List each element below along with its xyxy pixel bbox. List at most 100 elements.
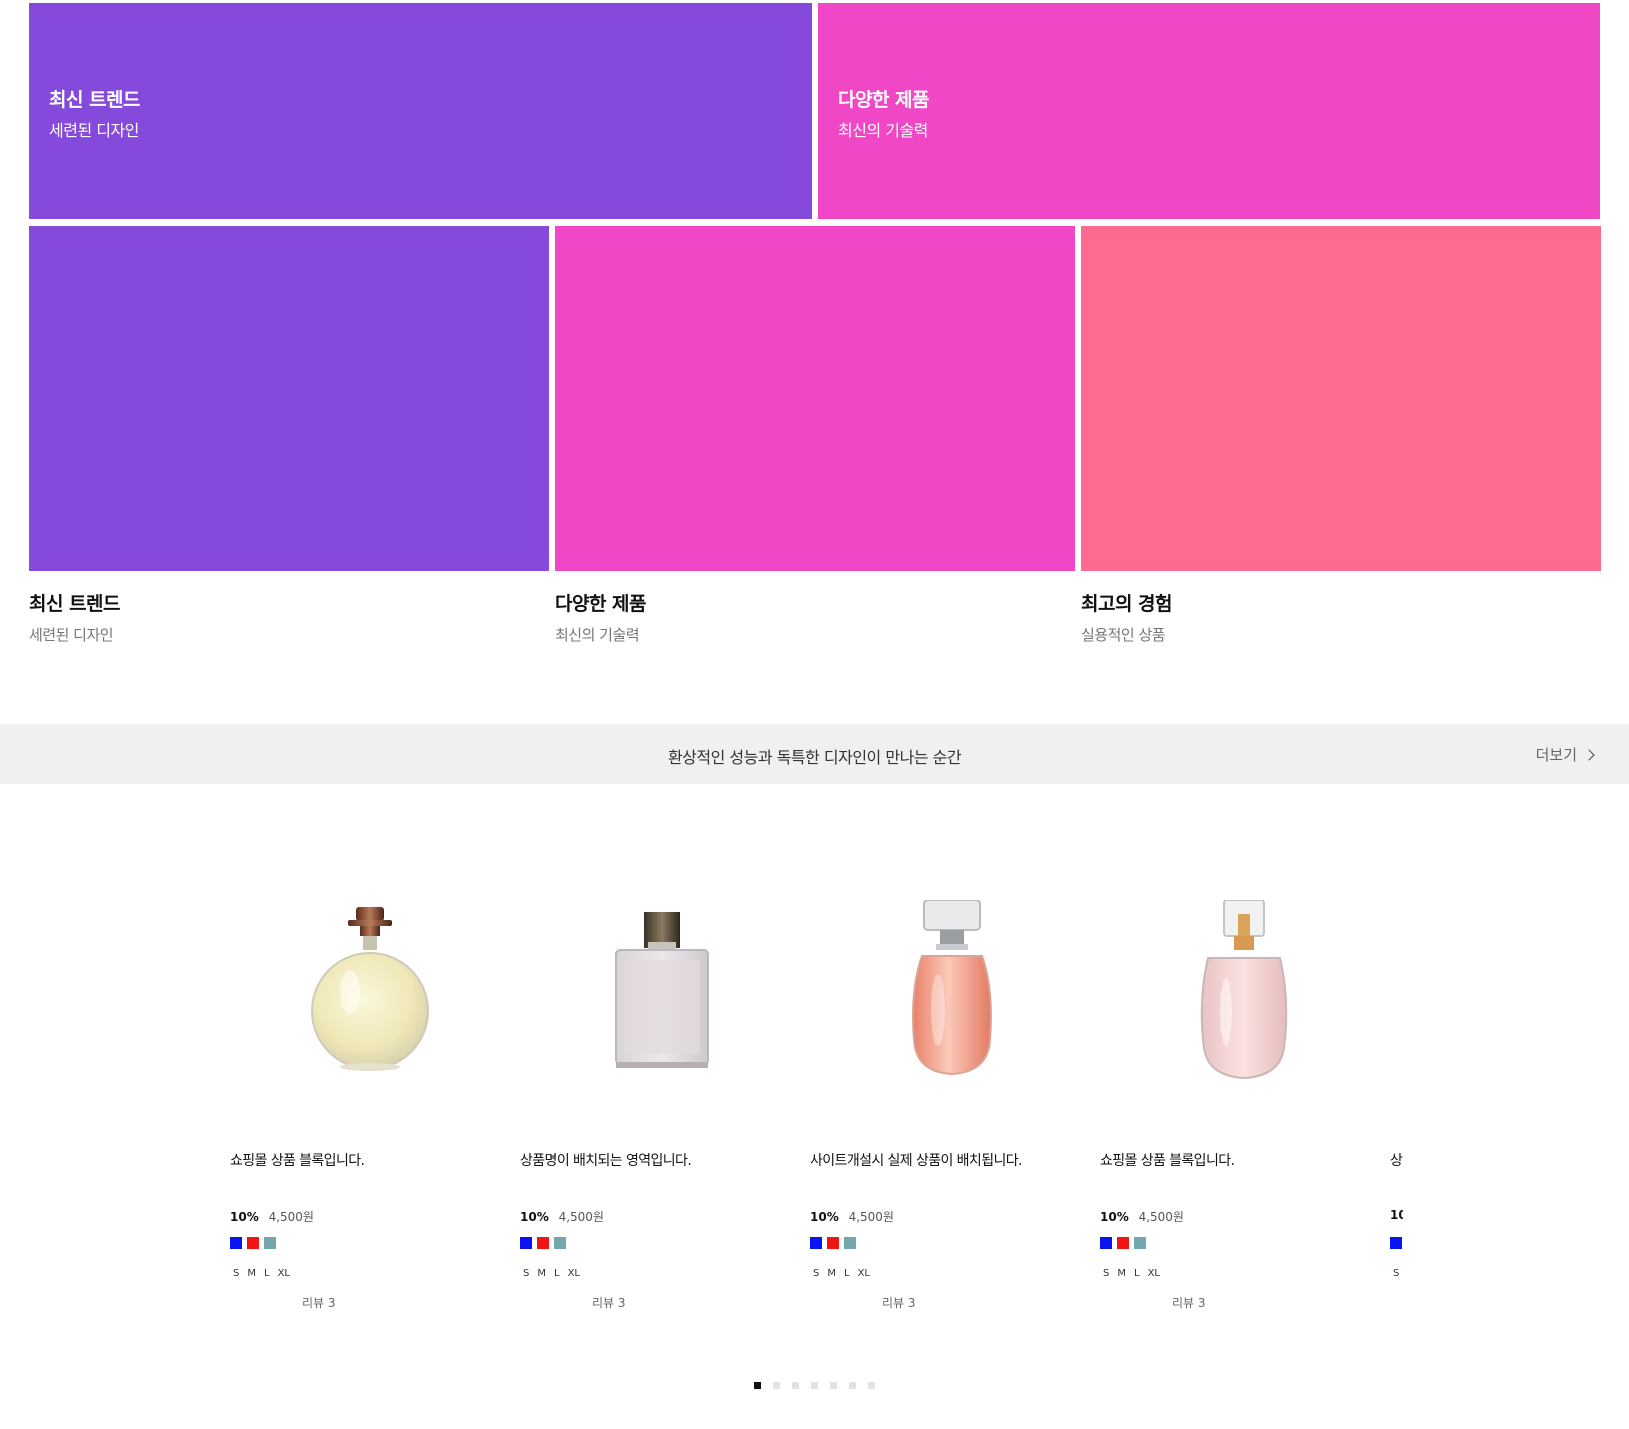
product-name[interactable]: 쇼핑몰 상품 블록입니다. xyxy=(230,1153,365,1169)
size-option[interactable]: XL xyxy=(277,1268,290,1279)
feature-card-trend[interactable]: 최신 트렌드 세련된 디자인 xyxy=(29,226,549,645)
pagination-dot[interactable] xyxy=(830,1382,837,1389)
size-option[interactable]: S xyxy=(233,1268,240,1279)
product-card[interactable]: 상품명이 배치되는 영역입니다. 10% 4,500원 S M L xyxy=(520,860,810,1330)
feature-title: 최신 트렌드 xyxy=(29,593,121,615)
pagination-dot[interactable] xyxy=(792,1382,799,1389)
carousel-pagination xyxy=(0,1382,1629,1389)
product-name[interactable]: 상 xyxy=(1390,1153,1403,1169)
color-swatch-blue[interactable] xyxy=(1390,1237,1402,1249)
size-option[interactable]: XL xyxy=(567,1268,580,1279)
product-card[interactable]: 쇼핑몰 상품 블록입니다. 10% 4,500원 S M L XL xyxy=(230,860,520,1330)
feature-subtitle: 실용적인 상품 xyxy=(1081,626,1166,644)
size-options: S xyxy=(1393,1268,1399,1279)
color-swatches xyxy=(230,1237,276,1249)
product-card[interactable]: 쇼핑몰 상품 블록입니다. 10% 4,500원 S M L XL xyxy=(1100,860,1390,1330)
feature-card-products[interactable]: 다양한 제품 최신의 기술력 xyxy=(555,226,1075,645)
size-option[interactable]: S xyxy=(1103,1268,1110,1279)
feature-image xyxy=(555,226,1075,571)
size-option[interactable]: XL xyxy=(1147,1268,1160,1279)
banner-products[interactable]: 다양한 제품 최신의 기술력 xyxy=(818,3,1600,219)
color-swatch-teal[interactable] xyxy=(1134,1237,1146,1249)
banner-subtitle: 최신의 기술력 xyxy=(838,121,928,140)
product-price: 4,500원 xyxy=(558,1210,604,1224)
pagination-dot[interactable] xyxy=(811,1382,818,1389)
color-swatch-red[interactable] xyxy=(827,1237,839,1249)
color-swatch-blue[interactable] xyxy=(1100,1237,1112,1249)
price-row: 10% 4,500원 xyxy=(1100,1208,1184,1225)
size-option[interactable]: S xyxy=(813,1268,820,1279)
color-swatch-blue[interactable] xyxy=(230,1237,242,1249)
pagination-dot[interactable] xyxy=(754,1382,761,1389)
color-swatch-teal[interactable] xyxy=(554,1237,566,1249)
product-price: 4,500원 xyxy=(268,1210,314,1224)
product-image[interactable] xyxy=(1100,860,1390,1080)
banner-subtitle: 세련된 디자인 xyxy=(49,121,139,140)
review-count: 리뷰 3 xyxy=(1172,1296,1206,1310)
color-swatch-red[interactable] xyxy=(247,1237,259,1249)
promo-text: 환상적인 성능과 독특한 디자인이 만나는 순간 xyxy=(667,748,962,767)
size-option[interactable]: L xyxy=(264,1268,270,1279)
feature-title: 최고의 경험 xyxy=(1081,593,1173,615)
discount-rate: 10% xyxy=(230,1210,259,1224)
discount-rate: 10% xyxy=(520,1210,549,1224)
color-swatch-blue[interactable] xyxy=(520,1237,532,1249)
size-option[interactable]: L xyxy=(844,1268,850,1279)
size-option[interactable]: M xyxy=(827,1268,836,1279)
more-label: 더보기 xyxy=(1535,746,1577,764)
product-name[interactable]: 상품명이 배치되는 영역입니다. xyxy=(520,1153,692,1169)
product-name[interactable]: 쇼핑몰 상품 블록입니다. xyxy=(1100,1153,1235,1169)
size-option[interactable]: XL xyxy=(857,1268,870,1279)
color-swatch-red[interactable] xyxy=(537,1237,549,1249)
size-option[interactable]: L xyxy=(554,1268,560,1279)
product-price: 4,500원 xyxy=(1138,1210,1184,1224)
color-swatches xyxy=(1100,1237,1146,1249)
discount-rate: 10% xyxy=(810,1210,839,1224)
size-options: S M L XL xyxy=(523,1268,580,1279)
color-swatch-teal[interactable] xyxy=(844,1237,856,1249)
size-option[interactable]: M xyxy=(537,1268,546,1279)
color-swatches xyxy=(1390,1237,1402,1249)
carousel-viewport[interactable]: 쇼핑몰 상품 블록입니다. 10% 4,500원 S M L XL xyxy=(230,860,1403,1330)
size-option[interactable]: S xyxy=(1393,1268,1400,1279)
product-image[interactable] xyxy=(1390,860,1403,1060)
product-image[interactable] xyxy=(810,860,1100,1076)
product-card[interactable]: 상 10 S xyxy=(1390,860,1403,1330)
banner-trend[interactable]: 최신 트렌드 세련된 디자인 xyxy=(29,3,812,219)
feature-title: 다양한 제품 xyxy=(555,593,647,615)
color-swatches xyxy=(810,1237,856,1249)
discount-rate: 10 xyxy=(1390,1208,1403,1222)
feature-image xyxy=(29,226,549,571)
price-row: 10 xyxy=(1390,1208,1403,1222)
size-option[interactable]: L xyxy=(1134,1268,1140,1279)
size-options: S M L XL xyxy=(233,1268,290,1279)
more-link[interactable]: 더보기 xyxy=(1535,744,1595,765)
product-name[interactable]: 사이트개설시 실제 상품이 배치됩니다. xyxy=(810,1153,1022,1169)
peach-perfume-icon xyxy=(912,900,992,1076)
square-perfume-icon xyxy=(615,912,709,1068)
color-swatch-teal[interactable] xyxy=(264,1237,276,1249)
discount-rate: 10% xyxy=(1100,1210,1129,1224)
round-perfume-icon xyxy=(311,907,429,1071)
size-option[interactable]: M xyxy=(1117,1268,1126,1279)
product-image[interactable] xyxy=(230,860,520,1071)
color-swatch-red[interactable] xyxy=(1117,1237,1129,1249)
banner-title: 최신 트렌드 xyxy=(49,89,141,111)
review-count: 리뷰 3 xyxy=(302,1296,336,1310)
pagination-dot[interactable] xyxy=(849,1382,856,1389)
size-option[interactable]: M xyxy=(247,1268,256,1279)
price-row: 10% 4,500원 xyxy=(230,1208,314,1225)
size-options: S M L XL xyxy=(1103,1268,1160,1279)
color-swatch-blue[interactable] xyxy=(810,1237,822,1249)
feature-image xyxy=(1081,226,1601,571)
pagination-dot[interactable] xyxy=(773,1382,780,1389)
size-option[interactable]: S xyxy=(523,1268,530,1279)
pink-perfume-icon xyxy=(1200,900,1288,1080)
product-image[interactable] xyxy=(520,860,810,1068)
promo-strip: 환상적인 성능과 독특한 디자인이 만나는 순간 더보기 xyxy=(0,724,1629,784)
product-card[interactable]: 사이트개설시 실제 상품이 배치됩니다. 10% 4,500원 S M L xyxy=(810,860,1100,1330)
feature-card-experience[interactable]: 최고의 경험 실용적인 상품 xyxy=(1081,226,1601,645)
pagination-dot[interactable] xyxy=(868,1382,875,1389)
product-price: 4,500원 xyxy=(848,1210,894,1224)
